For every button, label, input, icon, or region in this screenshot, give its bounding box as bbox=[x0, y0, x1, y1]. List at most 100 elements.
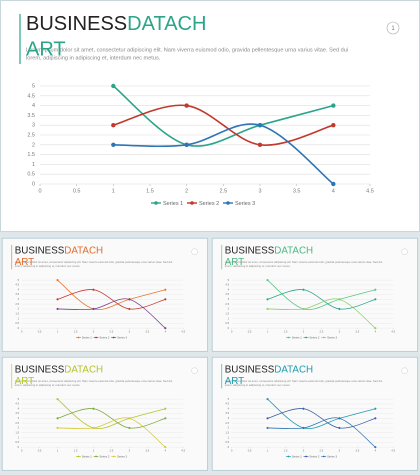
x-tick-label: 0.5 bbox=[73, 188, 81, 194]
y-tick-label: 3.5 bbox=[15, 411, 19, 415]
series-line bbox=[57, 279, 166, 310]
body-text: Lorem ipsum dolor sit amet, consectetur … bbox=[26, 47, 348, 53]
y-tick-label: 5 bbox=[228, 278, 230, 282]
data-point bbox=[338, 298, 341, 301]
legend-swatch bbox=[305, 455, 307, 458]
y-tick-label: 2 bbox=[32, 142, 35, 148]
x-tick-label: 4.5 bbox=[181, 329, 185, 333]
data-point bbox=[92, 288, 95, 291]
y-tick-label: 0.5 bbox=[225, 321, 229, 325]
slide-title: ART bbox=[15, 376, 34, 387]
x-tick-label: 3 bbox=[129, 448, 131, 452]
y-tick-label: 0.5 bbox=[225, 440, 229, 444]
slide-title: ART bbox=[225, 376, 244, 387]
x-tick-label: 2.5 bbox=[320, 448, 324, 452]
x-tick-label: 2 bbox=[303, 448, 305, 452]
y-tick-label: 1 bbox=[32, 162, 35, 168]
y-tick-label: 3.5 bbox=[225, 292, 229, 296]
slide-title: BUSINESSDATACH bbox=[225, 245, 313, 256]
legend-label: Series 1 bbox=[82, 454, 92, 458]
y-tick-label: 0.5 bbox=[15, 321, 19, 325]
x-tick-label: 0 bbox=[38, 188, 41, 194]
data-point bbox=[164, 446, 167, 449]
data-point bbox=[266, 298, 269, 301]
data-point bbox=[56, 398, 59, 401]
data-point bbox=[374, 407, 377, 410]
x-tick-label: 1.5 bbox=[74, 448, 78, 452]
series-line bbox=[112, 85, 334, 147]
data-point bbox=[338, 307, 341, 311]
y-tick-label: 5 bbox=[18, 278, 20, 282]
x-tick-label: 1 bbox=[112, 188, 115, 194]
data-point bbox=[302, 307, 305, 311]
legend-swatch bbox=[190, 201, 194, 205]
x-tick-label: 0 bbox=[231, 329, 233, 333]
title-part: BUSINESS bbox=[15, 245, 65, 256]
x-tick-label: 3.5 bbox=[293, 188, 301, 194]
slide-title: BUSINESSDATACH bbox=[26, 13, 206, 35]
data-point bbox=[257, 142, 263, 147]
y-tick-label: 3 bbox=[32, 123, 35, 129]
legend-swatch bbox=[287, 455, 290, 458]
series-line bbox=[57, 298, 166, 329]
y-tick-label: 1.5 bbox=[15, 430, 19, 434]
y-tick-label: 1 bbox=[18, 316, 20, 320]
y-tick-label: 3.5 bbox=[225, 411, 229, 415]
data-point bbox=[331, 181, 336, 187]
x-tick-label: 4.5 bbox=[181, 448, 185, 452]
y-tick-label: 2.5 bbox=[225, 421, 229, 425]
legend-label: Series 2 bbox=[199, 201, 219, 207]
data-point bbox=[338, 426, 341, 430]
data-point bbox=[111, 123, 116, 128]
data-point bbox=[266, 417, 269, 420]
body-text: lorem, adipiscing in adipiscing et, inte… bbox=[225, 383, 291, 387]
y-tick-label: 2 bbox=[228, 307, 230, 311]
page-badge bbox=[401, 248, 408, 255]
legend-swatch bbox=[112, 455, 115, 458]
x-tick-label: 0 bbox=[231, 448, 233, 452]
x-tick-label: 2 bbox=[185, 188, 188, 194]
y-tick-label: 3.5 bbox=[15, 292, 19, 296]
data-point bbox=[257, 123, 263, 128]
data-point bbox=[128, 307, 131, 311]
page-badge bbox=[191, 248, 198, 255]
legend-swatch bbox=[322, 336, 325, 339]
legend-label: Series 1 bbox=[163, 201, 183, 207]
y-tick-label: 0 bbox=[228, 326, 230, 330]
data-point bbox=[374, 327, 377, 330]
series-line bbox=[267, 417, 376, 448]
data-point bbox=[56, 307, 59, 311]
x-tick-label: 1.5 bbox=[146, 188, 154, 194]
data-point bbox=[164, 327, 167, 330]
body-text: lorem, adipiscing in adipiscing et, inte… bbox=[26, 55, 161, 61]
data-point bbox=[338, 417, 341, 420]
x-tick-label: 2.5 bbox=[320, 329, 324, 333]
y-tick-label: 3 bbox=[228, 416, 230, 420]
x-tick-label: 3 bbox=[258, 188, 261, 194]
legend-label: Series 2 bbox=[100, 335, 110, 339]
x-tick-label: 3 bbox=[339, 448, 341, 452]
slide-title: BUSINESSDATACH bbox=[15, 245, 103, 256]
series-line bbox=[267, 289, 376, 310]
y-tick-label: 4.5 bbox=[225, 402, 229, 406]
slide: BUSINESSDATACH Lorem ipsum dolor sit amet… bbox=[211, 356, 419, 471]
legend-label: Series 3 bbox=[235, 201, 255, 207]
data-point bbox=[266, 279, 269, 282]
legend-swatch bbox=[112, 336, 115, 339]
legend-label: Series 1 bbox=[292, 335, 302, 339]
y-tick-label: 1.5 bbox=[15, 311, 19, 315]
y-tick-label: 4.5 bbox=[15, 402, 19, 406]
series-line bbox=[57, 408, 166, 429]
x-tick-label: 0 bbox=[21, 448, 23, 452]
y-tick-label: 4 bbox=[18, 406, 20, 410]
series-line bbox=[113, 123, 334, 185]
y-tick-label: 4.5 bbox=[15, 283, 19, 287]
y-tick-label: 1.5 bbox=[27, 152, 35, 158]
x-tick-label: 0.5 bbox=[248, 448, 252, 452]
data-point bbox=[374, 417, 377, 420]
body-text: lorem, adipiscing in adipiscing et, inte… bbox=[15, 264, 81, 268]
legend-label: Series 2 bbox=[310, 454, 320, 458]
data-point bbox=[92, 307, 95, 311]
